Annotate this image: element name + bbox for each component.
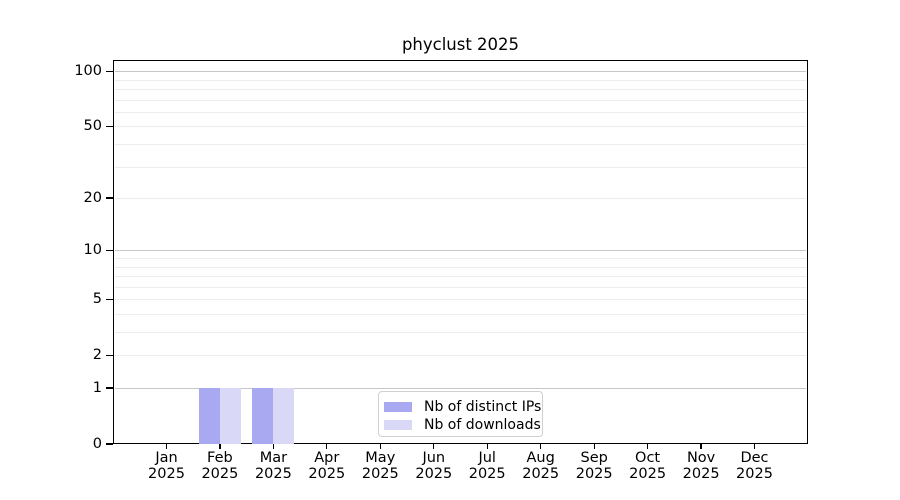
y-tick-mark: [106, 298, 113, 300]
gridline-major: [115, 299, 806, 301]
legend-entry-distinct-ips: Nb of distinct IPs: [384, 399, 542, 415]
y-tick-label: 1: [92, 380, 102, 396]
x-tick-label: May 2025: [361, 450, 399, 482]
x-tick-label: Dec 2025: [736, 450, 773, 482]
gridline-major-emphasized: [115, 250, 806, 252]
bar-distinct-ips: [252, 388, 274, 444]
x-tick-mark: [326, 444, 328, 449]
legend-label-downloads: Nb of downloads: [424, 417, 541, 433]
y-tick-mark: [106, 197, 113, 199]
gridline-major: [115, 355, 806, 357]
legend: Nb of distinct IPs Nb of downloads: [378, 391, 543, 437]
x-tick-label: Nov 2025: [682, 450, 720, 482]
legend-swatch-downloads: [384, 420, 412, 430]
gridline-major: [115, 198, 806, 200]
x-tick-mark: [540, 444, 542, 449]
x-tick-mark: [272, 444, 275, 449]
y-tick-label: 5: [92, 291, 102, 308]
x-tick-mark: [165, 444, 168, 449]
chart-title: phyclust 2025: [401, 35, 520, 54]
x-tick-label: Mar 2025: [254, 450, 292, 482]
gridline-major-emphasized: [115, 388, 806, 389]
x-tick-mark: [433, 444, 435, 449]
legend-label-distinct-ips: Nb of distinct IPs: [424, 399, 542, 415]
bar-downloads: [273, 388, 295, 444]
x-tick-mark: [593, 444, 595, 449]
x-tick-label: Jun 2025: [415, 450, 453, 482]
gridline-minor: [115, 99, 806, 101]
x-tick-mark: [379, 444, 381, 449]
x-tick-mark: [219, 444, 221, 449]
gridline-minor: [115, 286, 806, 288]
legend-swatch-distinct-ips: [384, 402, 412, 412]
gridline-minor: [115, 144, 806, 145]
y-tick-mark: [106, 249, 113, 251]
plot-area: [113, 60, 808, 444]
x-tick-mark: [646, 444, 649, 449]
gridline-minor: [115, 258, 806, 259]
gridline-minor: [115, 79, 806, 81]
y-tick-label: 2: [92, 347, 102, 364]
y-tick-mark: [106, 443, 113, 445]
x-tick-label: Aug 2025: [522, 450, 560, 482]
gridline-minor: [115, 314, 806, 315]
x-tick-mark: [753, 444, 756, 449]
y-tick-label: 0: [92, 436, 102, 452]
gridline-minor: [115, 266, 806, 268]
x-tick-label: Feb 2025: [201, 450, 239, 482]
gridline-minor: [115, 111, 806, 113]
x-tick-label: Apr 2025: [308, 450, 346, 482]
gridline-minor: [115, 276, 806, 277]
y-tick-mark: [106, 125, 113, 128]
legend-entry-downloads: Nb of downloads: [384, 417, 542, 433]
bar-distinct-ips: [198, 388, 220, 444]
x-tick-label: Jul 2025: [468, 450, 506, 482]
bar-downloads: [219, 388, 241, 444]
x-tick-label: Sep 2025: [575, 450, 613, 482]
y-tick-mark: [106, 70, 113, 72]
y-tick-label: 50: [83, 118, 102, 135]
y-tick-mark: [106, 354, 113, 356]
y-tick-mark: [106, 387, 113, 389]
x-tick-label: Jan 2025: [148, 450, 185, 482]
x-tick-mark: [486, 444, 488, 449]
gridline-minor: [115, 89, 806, 90]
x-tick-mark: [700, 444, 702, 449]
gridline-major: [115, 126, 806, 128]
y-tick-label: 10: [83, 242, 102, 259]
gridline-major-emphasized: [115, 71, 806, 73]
x-tick-label: Oct 2025: [629, 450, 667, 482]
y-tick-label: 100: [74, 63, 102, 80]
y-tick-label: 20: [83, 190, 102, 207]
gridline-minor: [115, 166, 806, 168]
gridline-minor: [115, 332, 806, 333]
